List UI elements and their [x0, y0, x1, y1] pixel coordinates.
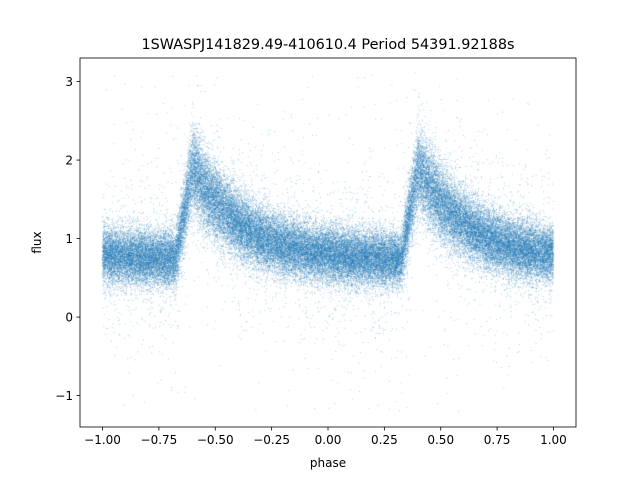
y-tick-label: 2 [65, 153, 73, 167]
x-tick-label: 1.00 [540, 433, 567, 447]
x-tick-label: −0.75 [141, 433, 178, 447]
x-tick-label: −0.25 [253, 433, 290, 447]
y-tick-label: −1 [55, 389, 73, 403]
y-tick-label: 0 [65, 310, 73, 324]
x-tick-label: 0.00 [315, 433, 342, 447]
x-tick-label: −0.50 [197, 433, 234, 447]
y-axis: −1 0 1 2 3 [55, 75, 80, 403]
x-axis-label: phase [310, 456, 346, 470]
chart-title: 1SWASPJ141829.49-410610.4 Period 54391.9… [142, 37, 515, 53]
y-tick-label: 3 [65, 75, 73, 89]
x-axis: −1.00 −0.75 −0.50 −0.25 0.00 0.25 0.50 0.75 1.00 [84, 427, 567, 447]
x-tick-label: −1.00 [84, 433, 121, 447]
x-tick-label: 0.75 [484, 433, 511, 447]
x-tick-label: 0.50 [427, 433, 454, 447]
x-tick-label: 0.25 [371, 433, 398, 447]
y-tick-label: 1 [65, 232, 73, 246]
y-axis-label: flux [30, 231, 44, 253]
